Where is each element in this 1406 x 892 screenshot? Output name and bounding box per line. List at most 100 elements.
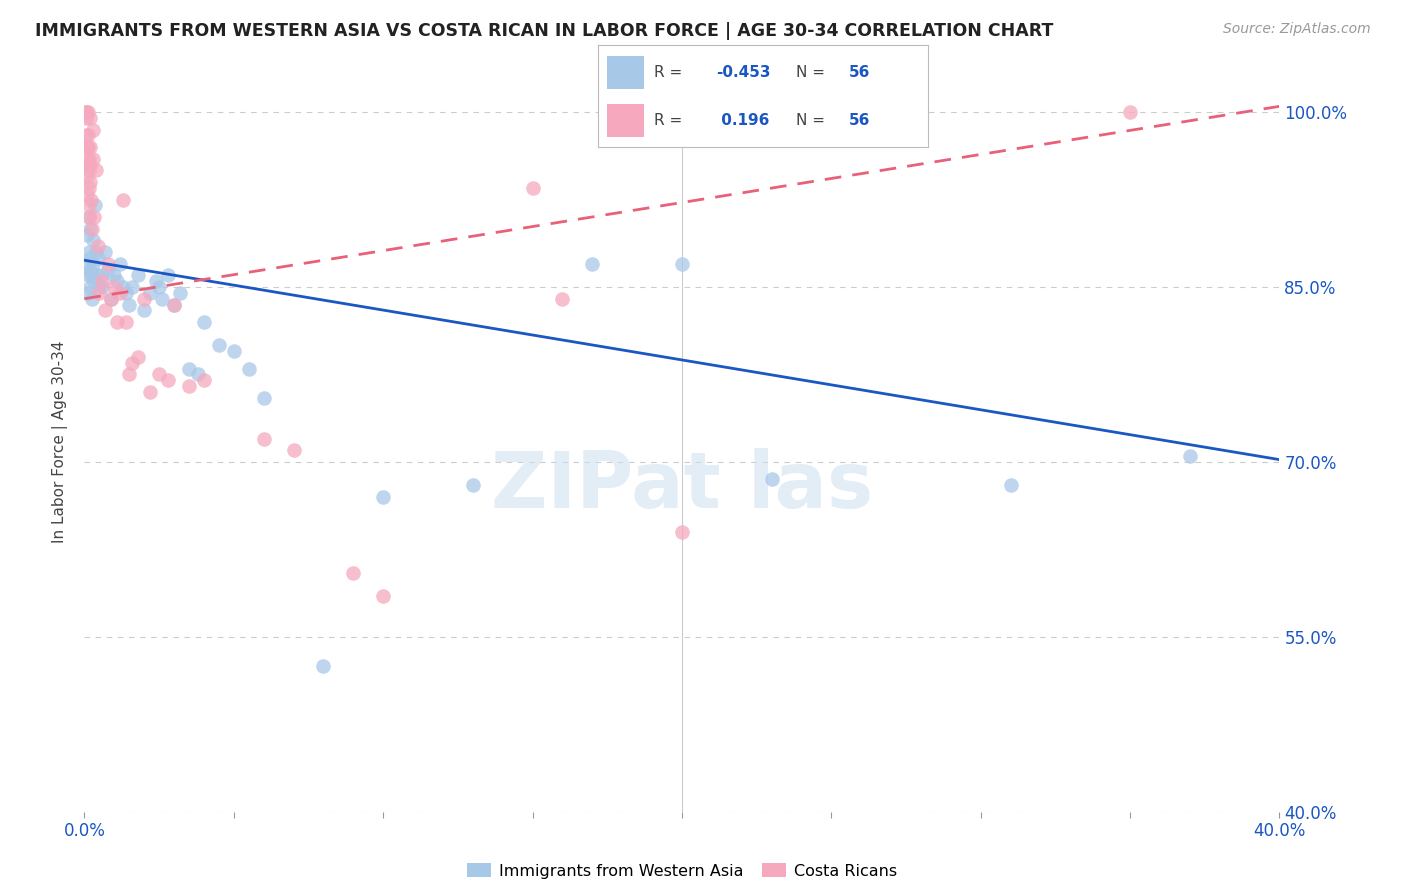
Point [90, 268, 112, 283]
Point [75, 128, 97, 143]
Point [76, 257, 98, 271]
Point [77, 152, 100, 166]
Point [83, 210, 105, 224]
Point [1119, 105, 1142, 120]
Point [157, 373, 180, 387]
Point [75, 105, 97, 120]
Point [84, 245, 107, 260]
Point [79, 210, 101, 224]
Point [150, 292, 173, 306]
Point [77, 268, 100, 283]
Point [222, 344, 245, 359]
Point [105, 274, 128, 288]
Point [80, 268, 103, 283]
Point [79, 111, 101, 125]
Point [100, 292, 122, 306]
Bar [607, 104, 644, 137]
Point [112, 280, 135, 294]
Point [86, 163, 108, 178]
Point [76, 140, 98, 154]
Point [76, 186, 98, 201]
Point [77, 128, 100, 143]
Point [97, 257, 120, 271]
Point [77, 210, 100, 224]
Point [77, 105, 100, 120]
Point [121, 356, 143, 370]
Point [91, 280, 114, 294]
Point [77, 163, 100, 178]
Point [87, 251, 110, 265]
Point [76, 152, 98, 166]
Point [132, 292, 156, 306]
Text: -0.453: -0.453 [717, 65, 770, 79]
Text: 0.196: 0.196 [717, 113, 770, 128]
Point [177, 361, 200, 376]
Point [82, 152, 104, 166]
Point [1000, 478, 1022, 492]
Point [115, 315, 138, 329]
Point [312, 659, 335, 673]
Point [97, 262, 120, 277]
Point [103, 280, 125, 294]
Point [79, 140, 101, 154]
Point [127, 350, 149, 364]
Point [132, 303, 156, 318]
Point [253, 432, 276, 446]
Point [82, 122, 104, 136]
Point [89, 285, 111, 300]
Point [373, 490, 395, 504]
Point [373, 589, 395, 603]
Text: Source: ZipAtlas.com: Source: ZipAtlas.com [1223, 22, 1371, 37]
Text: R =: R = [654, 113, 682, 128]
Point [177, 379, 200, 393]
Point [163, 297, 186, 311]
Bar [607, 56, 644, 88]
Point [80, 193, 103, 207]
Point [94, 303, 117, 318]
Point [110, 257, 132, 271]
Point [79, 262, 101, 277]
Point [100, 292, 122, 306]
Text: N =: N = [796, 113, 825, 128]
Point [193, 373, 215, 387]
Point [91, 274, 114, 288]
Point [79, 221, 101, 235]
Point [86, 268, 108, 283]
Point [238, 361, 260, 376]
Point [148, 280, 170, 294]
Point [342, 566, 364, 580]
Point [82, 257, 104, 271]
Point [77, 140, 100, 154]
Point [187, 368, 209, 382]
Point [79, 175, 101, 189]
Point [139, 285, 162, 300]
Point [139, 384, 162, 399]
Text: 56: 56 [849, 65, 870, 79]
Point [79, 251, 101, 265]
Point [148, 368, 170, 382]
Point [87, 239, 110, 253]
Point [253, 391, 276, 405]
Point [118, 368, 141, 382]
Point [76, 158, 98, 172]
Point [105, 315, 128, 329]
Point [77, 198, 100, 212]
Point [671, 257, 693, 271]
Point [76, 227, 98, 242]
Point [581, 257, 603, 271]
Point [80, 292, 103, 306]
Point [157, 268, 180, 283]
Point [169, 285, 191, 300]
Point [115, 285, 138, 300]
Point [77, 245, 100, 260]
Point [103, 268, 125, 283]
Point [145, 274, 167, 288]
Point [193, 315, 215, 329]
Text: R =: R = [654, 65, 682, 79]
Point [75, 111, 97, 125]
Point [461, 478, 484, 492]
Text: 56: 56 [849, 113, 870, 128]
Point [163, 297, 186, 311]
Point [77, 181, 100, 195]
Text: N =: N = [796, 65, 825, 79]
